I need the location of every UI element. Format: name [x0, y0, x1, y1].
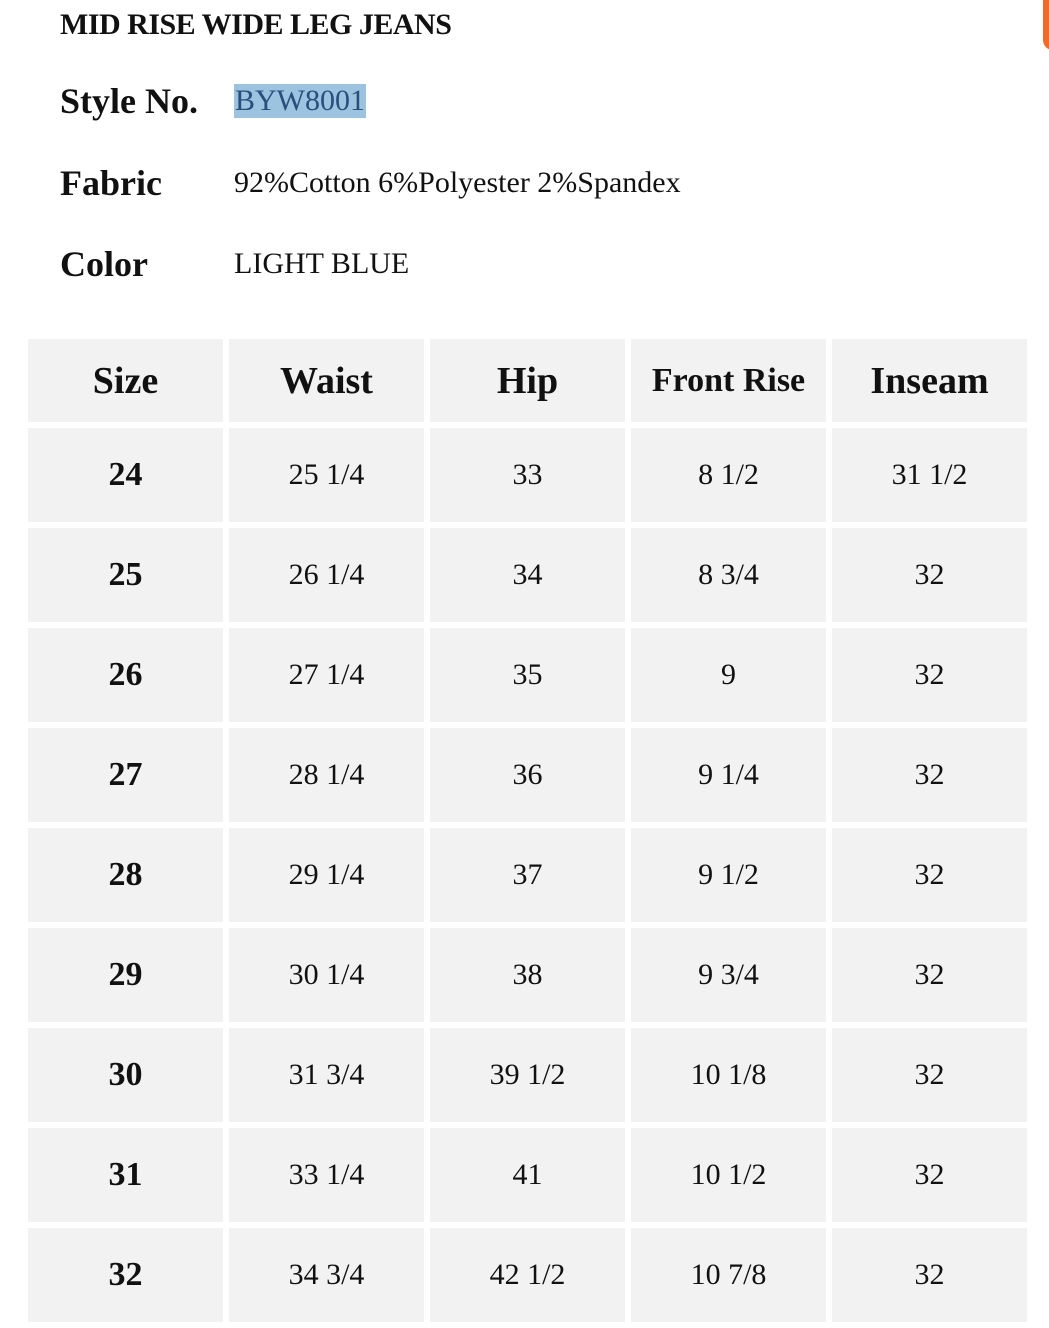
size-cell: 32 [28, 1228, 223, 1322]
fabric-label: Fabric [60, 163, 162, 203]
color-row: Color LIGHT BLUE [60, 243, 409, 285]
style-value[interactable]: BYW8001 [234, 84, 366, 118]
measurement-cell: 39 1/2 [430, 1028, 625, 1122]
size-cell: 31 [28, 1128, 223, 1222]
measurement-cell: 9 [631, 628, 826, 722]
measurement-cell: 32 [832, 1128, 1027, 1222]
measurement-cell: 33 [430, 428, 625, 522]
measurement-cell: 30 1/4 [229, 928, 424, 1022]
column-header: Hip [430, 339, 625, 422]
measurement-cell: 36 [430, 728, 625, 822]
table-header-row: Size Waist Hip Front Rise Inseam [28, 339, 1027, 422]
measurement-cell: 10 7/8 [631, 1228, 826, 1322]
fabric-row: Fabric 92%Cotton 6%Polyester 2%Spandex [60, 162, 681, 204]
measurement-cell: 10 1/8 [631, 1028, 826, 1122]
measurement-cell: 32 [832, 928, 1027, 1022]
measurement-cell: 34 3/4 [229, 1228, 424, 1322]
measurement-cell: 38 [430, 928, 625, 1022]
measurement-cell: 25 1/4 [229, 428, 424, 522]
measurement-cell: 9 1/2 [631, 828, 826, 922]
size-cell: 29 [28, 928, 223, 1022]
measurement-cell: 9 1/4 [631, 728, 826, 822]
measurement-cell: 32 [832, 628, 1027, 722]
measurement-cell: 37 [430, 828, 625, 922]
color-value: LIGHT BLUE [234, 247, 410, 280]
size-chart-table: Size Waist Hip Front Rise Inseam 24 25 1/4 33 8… [22, 333, 1033, 1328]
size-cell: 26 [28, 628, 223, 722]
measurement-cell: 10 1/2 [631, 1128, 826, 1222]
measurement-cell: 32 [832, 1228, 1027, 1322]
table-row: 26 27 1/4 35 9 32 [28, 628, 1027, 722]
column-header: Inseam [832, 339, 1027, 422]
size-cell: 28 [28, 828, 223, 922]
fabric-value: 92%Cotton 6%Polyester 2%Spandex [234, 166, 681, 199]
measurement-cell: 41 [430, 1128, 625, 1222]
style-row: Style No. BYW8001 [60, 80, 366, 122]
column-header: Size [28, 339, 223, 422]
table-row: 27 28 1/4 36 9 1/4 32 [28, 728, 1027, 822]
measurement-cell: 8 3/4 [631, 528, 826, 622]
measurement-cell: 32 [832, 828, 1027, 922]
style-label: Style No. [60, 81, 198, 121]
column-header: Waist [229, 339, 424, 422]
measurement-cell: 32 [832, 1028, 1027, 1122]
measurement-cell: 34 [430, 528, 625, 622]
table-row: 29 30 1/4 38 9 3/4 32 [28, 928, 1027, 1022]
measurement-cell: 27 1/4 [229, 628, 424, 722]
measurement-cell: 28 1/4 [229, 728, 424, 822]
measurement-cell: 33 1/4 [229, 1128, 424, 1222]
size-cell: 25 [28, 528, 223, 622]
column-header: Front Rise [631, 339, 826, 422]
measurement-cell: 35 [430, 628, 625, 722]
table-row: 31 33 1/4 41 10 1/2 32 [28, 1128, 1027, 1222]
measurement-cell: 42 1/2 [430, 1228, 625, 1322]
measurement-cell: 31 1/2 [832, 428, 1027, 522]
measurement-cell: 26 1/4 [229, 528, 424, 622]
table-row: 24 25 1/4 33 8 1/2 31 1/2 [28, 428, 1027, 522]
product-title: MID RISE WIDE LEG JEANS [60, 8, 452, 41]
measurement-cell: 8 1/2 [631, 428, 826, 522]
measurement-cell: 32 [832, 528, 1027, 622]
size-cell: 27 [28, 728, 223, 822]
table-row: 28 29 1/4 37 9 1/2 32 [28, 828, 1027, 922]
color-label: Color [60, 244, 148, 284]
size-cell: 24 [28, 428, 223, 522]
table-row: 30 31 3/4 39 1/2 10 1/8 32 [28, 1028, 1027, 1122]
measurement-cell: 29 1/4 [229, 828, 424, 922]
table-row: 25 26 1/4 34 8 3/4 32 [28, 528, 1027, 622]
measurement-cell: 9 3/4 [631, 928, 826, 1022]
orange-accent-shape [1043, 0, 1049, 50]
measurement-cell: 31 3/4 [229, 1028, 424, 1122]
size-cell: 30 [28, 1028, 223, 1122]
measurement-cell: 32 [832, 728, 1027, 822]
table-row: 32 34 3/4 42 1/2 10 7/8 32 [28, 1228, 1027, 1322]
